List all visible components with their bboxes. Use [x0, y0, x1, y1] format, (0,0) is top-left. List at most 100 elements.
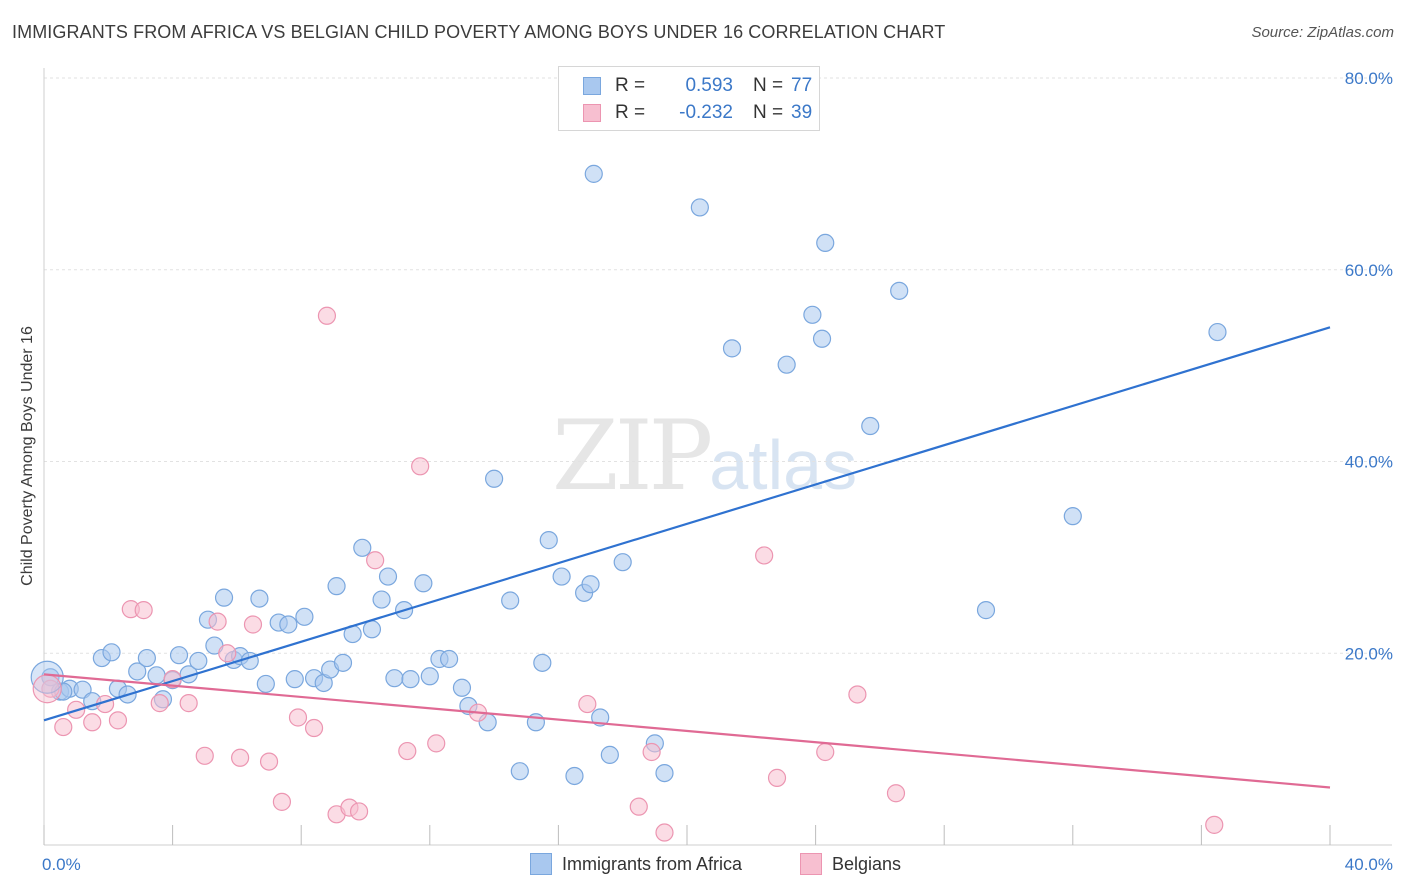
legend-r-label: R =	[615, 75, 646, 96]
point-africa	[812, 329, 832, 348]
point-africa	[690, 198, 709, 217]
legend-n-value: 77	[791, 75, 813, 96]
point-africa	[414, 574, 433, 593]
legend-r-value: -0.232	[679, 102, 733, 123]
point-belgians	[816, 742, 835, 762]
point-africa	[189, 651, 208, 671]
point-africa	[327, 577, 346, 596]
point-belgians	[304, 718, 324, 738]
point-africa	[452, 678, 472, 697]
point-africa	[1208, 322, 1227, 342]
point-africa	[137, 648, 156, 668]
legend-row-africa: R = 0.593 N = 77	[559, 73, 812, 99]
bottom-legend-belgians: Belgians	[800, 852, 901, 876]
point-africa	[584, 164, 603, 183]
point-belgians	[767, 768, 787, 787]
point-africa	[372, 590, 391, 609]
point-belgians	[259, 752, 279, 771]
point-africa	[485, 469, 504, 488]
trend-line-africa	[43, 326, 1331, 722]
y-tick-label: 40.0%	[1345, 453, 1393, 472]
watermark-atlas: atlas	[709, 426, 858, 504]
point-africa	[816, 233, 835, 253]
point-belgians	[629, 797, 648, 816]
source-credit: Source: ZipAtlas.com	[1251, 24, 1394, 41]
point-africa	[128, 662, 147, 681]
point-belgians	[231, 748, 250, 767]
series-africa	[41, 164, 1227, 786]
point-belgians	[642, 742, 661, 762]
point-africa	[102, 643, 121, 662]
point-belgians	[195, 746, 214, 765]
point-africa	[861, 416, 880, 436]
point-africa	[552, 567, 571, 586]
bottom-legend-swatch-africa	[530, 853, 552, 875]
point-africa	[803, 305, 822, 324]
point-belgians	[366, 551, 385, 570]
point-africa	[214, 588, 234, 607]
point-africa	[501, 591, 520, 610]
point-africa	[295, 607, 314, 626]
point-belgians	[349, 802, 369, 821]
point-belgians	[886, 784, 906, 803]
point-africa-cluster	[30, 660, 64, 694]
legend-swatch-africa	[583, 77, 601, 95]
watermark-zip: ZIP	[552, 400, 713, 512]
point-africa	[510, 762, 529, 781]
legend-row-belgians: R = -0.232 N = 39	[559, 100, 812, 126]
point-belgians	[848, 685, 867, 704]
legend-n-label: N =	[753, 75, 784, 96]
point-belgians	[578, 694, 597, 714]
point-africa	[169, 646, 189, 665]
chart-title: IMMIGRANTS FROM AFRICA VS BELGIAN CHILD …	[12, 22, 946, 42]
bottom-legend-label-belgians: Belgians	[832, 853, 902, 874]
series-belgians	[41, 306, 1224, 842]
point-africa	[333, 653, 353, 672]
point-africa	[890, 281, 909, 300]
x-tick-label: 0.0%	[42, 855, 81, 874]
point-belgians	[1205, 815, 1224, 834]
point-belgians	[655, 823, 674, 842]
point-belgians	[179, 694, 198, 713]
point-africa	[353, 538, 372, 557]
point-belgians	[411, 457, 430, 476]
point-belgians	[208, 612, 227, 631]
point-africa	[285, 670, 304, 689]
legend-n-label: N =	[753, 102, 784, 123]
point-belgians	[288, 708, 308, 727]
point-belgians	[150, 694, 169, 713]
point-belgians	[134, 601, 153, 620]
legend-n-value: 39	[791, 102, 813, 123]
point-belgians-cluster	[32, 674, 62, 704]
point-africa	[565, 766, 584, 786]
point-belgians	[218, 644, 237, 663]
point-belgians	[427, 734, 446, 753]
bottom-legend-swatch-belgians	[800, 853, 822, 875]
correlation-legend: R = 0.593 N = 77 R = -0.232 N = 39	[558, 66, 820, 131]
legend-swatch-belgians	[583, 104, 601, 122]
point-africa	[539, 531, 558, 550]
point-belgians	[83, 713, 102, 732]
point-belgians	[398, 741, 417, 761]
bottom-legend-africa: Immigrants from Africa	[530, 852, 742, 876]
point-africa	[1063, 507, 1082, 526]
point-africa	[581, 575, 600, 594]
point-africa	[533, 653, 552, 672]
point-belgians	[243, 615, 263, 634]
point-africa	[256, 674, 275, 694]
point-africa	[385, 669, 404, 688]
point-belgians	[54, 717, 73, 737]
point-belgians	[108, 711, 128, 730]
point-africa	[976, 601, 996, 620]
y-tick-label: 20.0%	[1345, 644, 1393, 663]
point-africa	[722, 339, 742, 358]
legend-r-value: 0.593	[685, 75, 733, 96]
point-belgians	[755, 546, 774, 565]
point-africa	[362, 620, 382, 639]
point-africa	[401, 670, 420, 689]
point-africa	[600, 745, 619, 764]
point-belgians	[317, 306, 337, 325]
x-tick-label: 40.0%	[1345, 855, 1393, 874]
trend-line-belgians	[43, 673, 1331, 789]
